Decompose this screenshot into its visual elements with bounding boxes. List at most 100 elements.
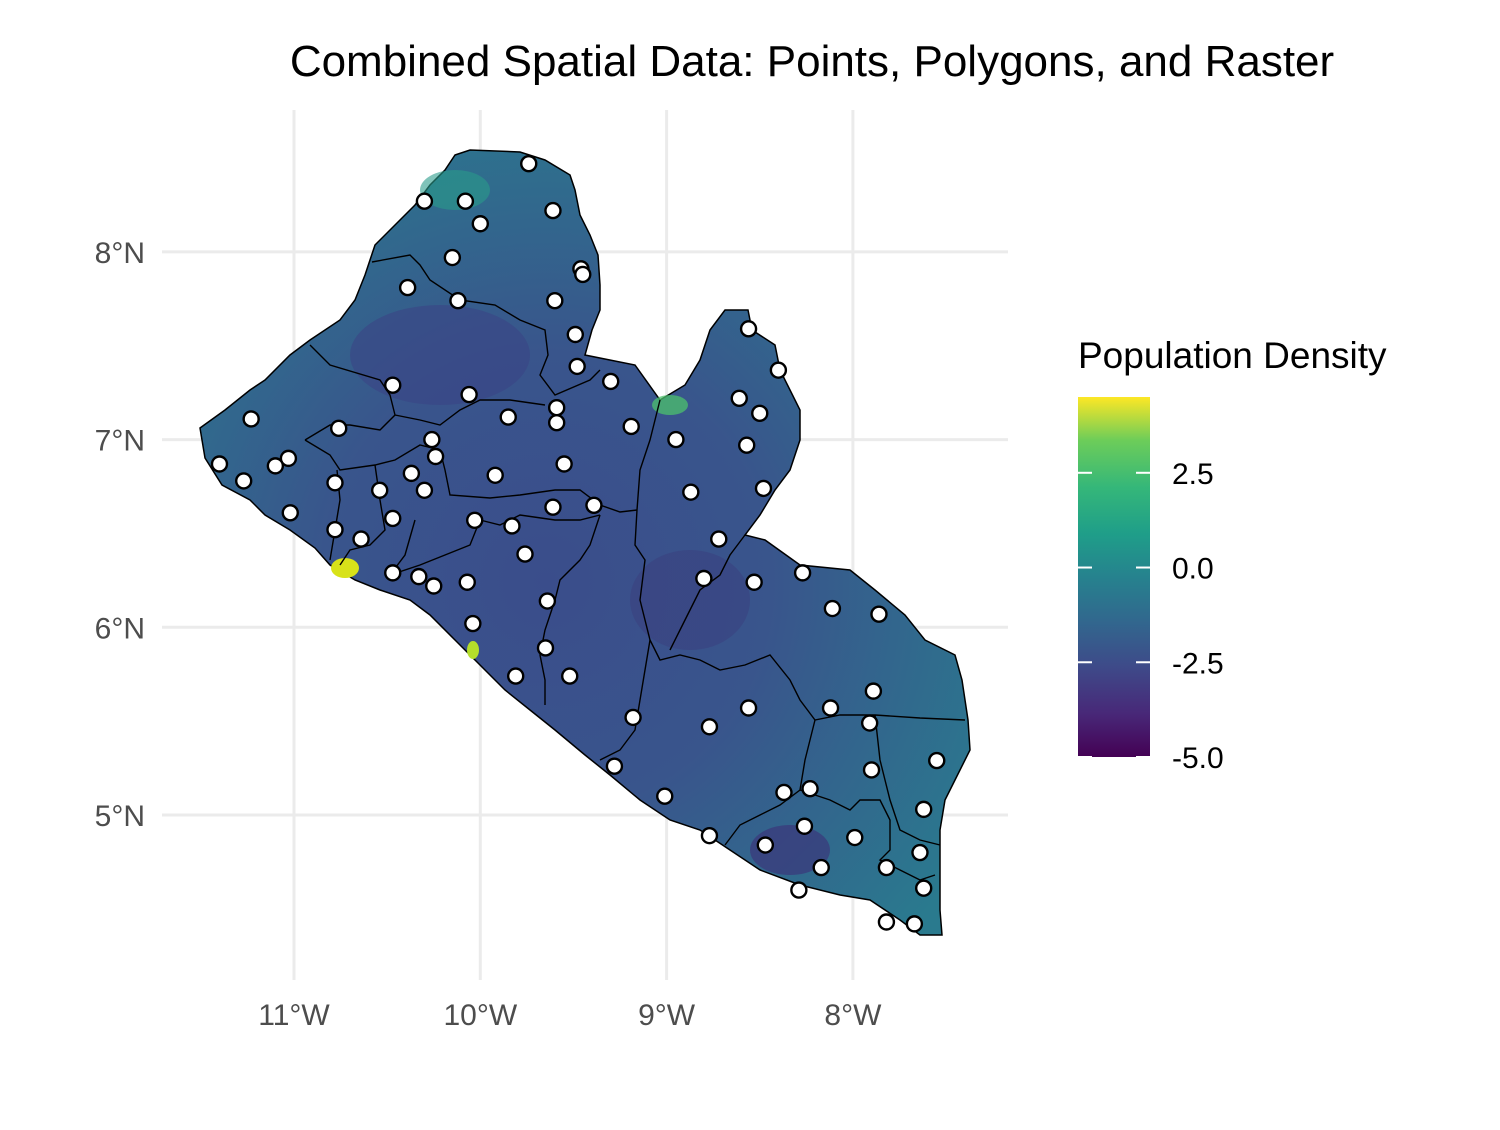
data-point	[326, 520, 344, 539]
data-point	[466, 511, 484, 530]
data-point	[754, 479, 773, 498]
data-point	[426, 447, 445, 466]
data-point	[914, 879, 933, 897]
x-tick-label: 9°W	[638, 999, 696, 1032]
data-point	[870, 605, 888, 623]
data-point	[402, 464, 421, 483]
data-point	[605, 757, 624, 775]
data-point	[443, 248, 462, 267]
data-point	[449, 292, 467, 310]
data-point	[602, 372, 620, 391]
data-point	[790, 881, 808, 899]
data-point	[536, 639, 555, 657]
data-point	[460, 385, 478, 404]
data-point	[544, 498, 562, 516]
data-point	[745, 573, 763, 591]
y-tick-label: 6°N	[95, 612, 145, 645]
data-point	[914, 800, 933, 819]
data-point	[384, 564, 402, 582]
density-lowspot-3	[750, 825, 830, 875]
data-point	[561, 667, 579, 685]
data-point	[370, 481, 389, 499]
county-boundary	[724, 719, 816, 846]
data-point	[410, 567, 428, 586]
y-tick-label: 5°N	[95, 800, 145, 833]
data-point	[568, 357, 586, 376]
data-point	[456, 192, 475, 210]
county-boundary	[388, 519, 481, 577]
data-point	[739, 320, 758, 338]
data-point	[538, 592, 557, 610]
data-point	[756, 836, 775, 854]
legend-title: Population Density	[1078, 335, 1387, 376]
legend-colorbar	[1078, 397, 1150, 757]
x-axis-tick-labels: 11°W 10°W 9°W 8°W	[258, 999, 882, 1032]
data-point	[566, 325, 585, 344]
data-point	[210, 455, 229, 473]
data-point	[544, 201, 562, 220]
county-boundary	[874, 714, 941, 846]
y-tick-label: 7°N	[95, 425, 145, 458]
density-hotspot-north	[652, 395, 688, 415]
county-boundary	[371, 254, 601, 396]
data-point	[234, 472, 253, 490]
data-point	[911, 843, 929, 862]
data-point	[905, 915, 924, 933]
data-point	[622, 417, 640, 436]
county-boundary	[634, 399, 966, 721]
chart-title: Combined Spatial Data: Points, Polygons,…	[290, 37, 1334, 86]
data-point	[624, 708, 642, 727]
data-point	[656, 787, 674, 805]
legend-tick-label: 2.5	[1172, 458, 1214, 491]
y-tick-label: 8°N	[95, 237, 145, 270]
data-point	[738, 436, 756, 454]
data-point	[458, 573, 476, 591]
data-point	[423, 430, 441, 449]
data-point	[242, 410, 260, 428]
data-point	[547, 414, 566, 432]
data-point	[730, 389, 748, 408]
data-point	[352, 530, 370, 548]
data-point	[775, 783, 793, 802]
point-layer	[210, 154, 946, 933]
data-point	[281, 504, 299, 522]
data-point	[415, 481, 434, 499]
data-point	[546, 292, 564, 310]
y-axis-tick-labels: 5°N 6°N 7°N 8°N	[95, 237, 145, 833]
data-point	[384, 376, 402, 394]
x-tick-label: 11°W	[258, 999, 330, 1032]
data-point	[739, 699, 758, 717]
data-point	[682, 483, 700, 501]
data-point	[846, 828, 864, 847]
data-point	[486, 466, 504, 484]
x-tick-label: 8°W	[824, 999, 882, 1032]
data-point	[860, 714, 879, 732]
data-point	[330, 419, 348, 438]
data-point	[823, 599, 842, 618]
legend-ticks: 2.5 0.0 -2.5 -5.0	[1078, 458, 1224, 775]
county-boundary	[479, 514, 601, 526]
county-boundary	[394, 399, 546, 426]
county-boundary	[669, 534, 746, 651]
data-point	[574, 265, 592, 284]
data-point	[415, 192, 434, 210]
data-point	[821, 699, 840, 717]
data-point	[384, 509, 402, 528]
county-boundaries	[304, 254, 966, 881]
data-point	[864, 682, 883, 700]
data-point	[471, 215, 489, 233]
data-point	[279, 449, 298, 468]
data-point	[769, 361, 788, 379]
data-point	[506, 667, 525, 685]
data-point	[700, 826, 719, 845]
data-point	[547, 398, 566, 417]
data-point	[464, 614, 482, 633]
data-point	[862, 761, 881, 779]
density-lowspot-1	[350, 305, 530, 405]
data-point	[326, 474, 344, 492]
legend-tick-label: -5.0	[1172, 742, 1224, 775]
data-point	[503, 517, 521, 535]
legend-tick-label: -2.5	[1172, 647, 1224, 680]
